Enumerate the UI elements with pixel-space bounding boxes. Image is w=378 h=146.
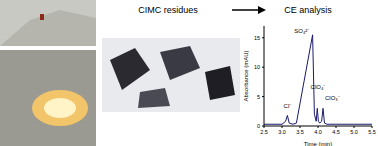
svg-text:Time (min): Time (min) [304, 141, 332, 146]
svg-text:Absorbance (mAU): Absorbance (mAU) [243, 50, 249, 101]
svg-text:3.0: 3.0 [278, 129, 286, 135]
svg-text:ClO₃⁻: ClO₃⁻ [325, 95, 340, 101]
svg-text:CE analysis: CE analysis [284, 5, 332, 15]
svg-text:SO₄²⁻: SO₄²⁻ [294, 28, 309, 34]
svg-text:ClO₄⁻: ClO₄⁻ [311, 84, 326, 90]
svg-text:15: 15 [254, 35, 260, 41]
svg-text:4.5: 4.5 [332, 129, 340, 135]
svg-text:2.5: 2.5 [260, 129, 268, 135]
svg-text:5.5: 5.5 [368, 129, 370, 135]
svg-text:0: 0 [257, 123, 260, 129]
svg-text:3.5: 3.5 [296, 129, 304, 135]
svg-text:4.0: 4.0 [314, 129, 322, 135]
svg-text:CIMC residues: CIMC residues [138, 5, 198, 15]
svg-text:10: 10 [254, 64, 260, 70]
svg-text:5: 5 [257, 94, 260, 100]
svg-text:5.0: 5.0 [350, 129, 358, 135]
svg-text:Cl⁻: Cl⁻ [284, 103, 292, 109]
